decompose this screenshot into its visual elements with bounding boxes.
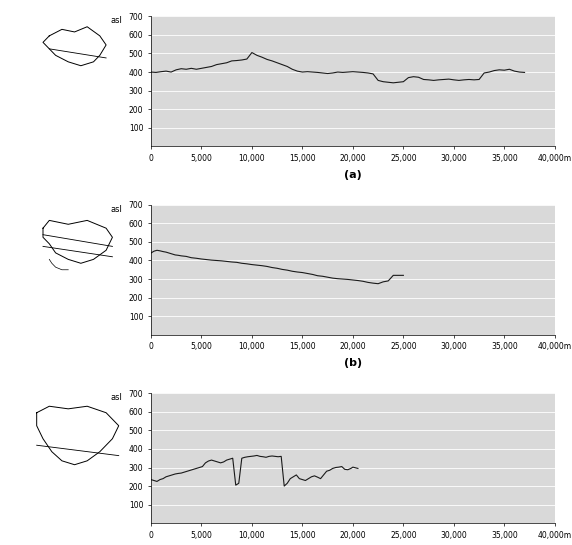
- Text: asl: asl: [111, 16, 122, 26]
- Text: asl: asl: [111, 205, 122, 214]
- Text: (b): (b): [344, 358, 362, 368]
- Text: (a): (a): [344, 169, 362, 180]
- Text: asl: asl: [111, 393, 122, 402]
